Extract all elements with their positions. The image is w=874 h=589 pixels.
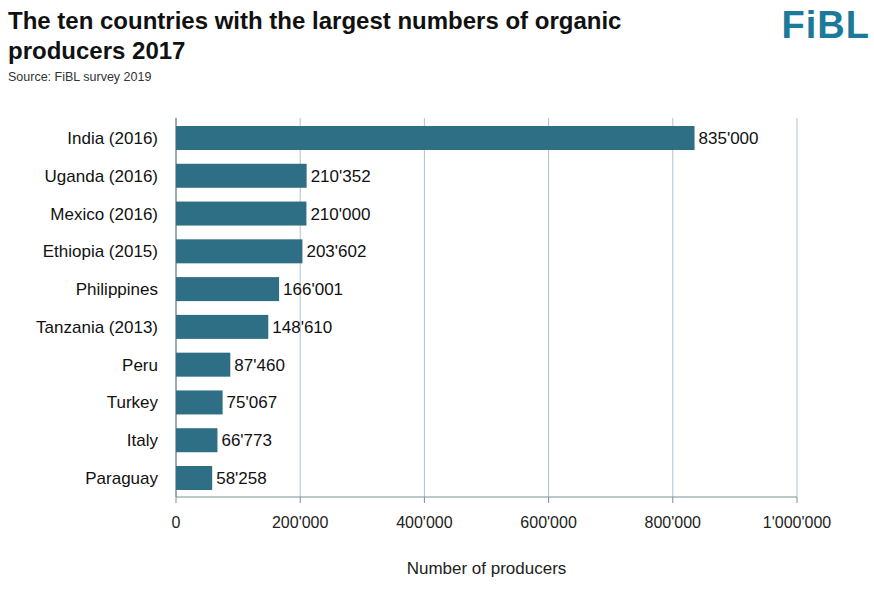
tick-label: 0	[172, 514, 181, 531]
category-label: Italy	[127, 431, 159, 450]
data-label: 148'610	[272, 318, 332, 337]
tick-label: 400'000	[396, 514, 453, 531]
data-label: 87'460	[234, 356, 285, 375]
tick-label: 200'000	[272, 514, 329, 531]
x-axis-line	[176, 497, 797, 498]
bar	[176, 390, 223, 414]
category-label: India (2016)	[67, 129, 158, 148]
tick-mark	[300, 497, 301, 503]
data-label: 210'352	[311, 167, 371, 186]
category-label: Uganda (2016)	[45, 167, 158, 186]
bar	[176, 202, 306, 226]
bars	[176, 126, 695, 490]
bar	[176, 315, 268, 339]
category-label: Paraguay	[85, 469, 158, 488]
bar	[176, 277, 279, 301]
tick-mark	[548, 497, 549, 503]
category-label: Tanzania (2013)	[36, 318, 158, 337]
category-label: Peru	[122, 356, 158, 375]
category-label: Mexico (2016)	[50, 205, 158, 224]
bar	[176, 239, 302, 263]
subtitle: Source: FiBL survey 2019	[8, 70, 151, 84]
tick-mark	[672, 497, 673, 503]
grid-line	[548, 118, 549, 497]
tick-label: 1'000'000	[763, 514, 832, 531]
data-label: 66'773	[221, 431, 272, 450]
tick-mark	[797, 497, 798, 503]
title: The ten countries with the largest numbe…	[8, 6, 648, 66]
x-axis-label: Number of producers	[407, 559, 567, 578]
data-label: 210'000	[310, 205, 370, 224]
bar	[176, 466, 212, 490]
category-label: Ethiopia (2015)	[43, 242, 158, 261]
data-label: 835'000	[699, 129, 759, 148]
bar	[176, 353, 230, 377]
tick-label: 600'000	[520, 514, 577, 531]
category-label: Turkey	[107, 393, 159, 412]
data-label: 58'258	[216, 469, 267, 488]
bar	[176, 164, 307, 188]
chart: 0 200'000 400'000 600'000 800'000 1'000'000 83…	[0, 0, 874, 589]
data-label: 166'001	[283, 280, 343, 299]
tick-mark	[176, 497, 177, 503]
bar	[176, 428, 217, 452]
tick-label: 800'000	[645, 514, 702, 531]
grid-line	[797, 118, 798, 497]
grid-line	[424, 118, 425, 497]
tick-mark	[424, 497, 425, 503]
bar	[176, 126, 695, 150]
data-label: 75'067	[227, 393, 278, 412]
category-label: Philippines	[76, 280, 158, 299]
grid-line	[672, 118, 673, 497]
data-label: 203'602	[306, 242, 366, 261]
logo: FiBL	[782, 4, 870, 47]
